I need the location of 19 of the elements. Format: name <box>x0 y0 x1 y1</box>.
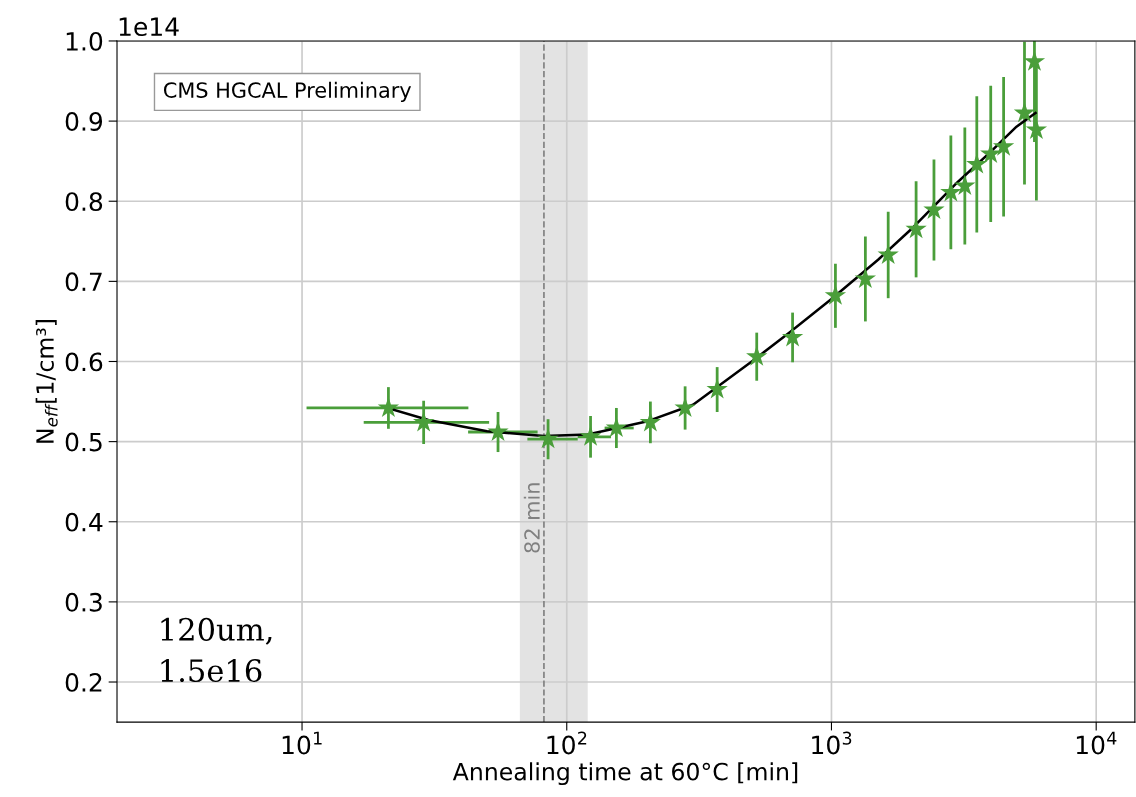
y-tick-label: 0.9 <box>65 112 103 131</box>
y-tick-label: 0.3 <box>65 592 102 612</box>
y-axis-title: N$_{eff}$[1/cm³] <box>35 320 58 443</box>
y-tick-label: 0.5 <box>65 432 102 452</box>
y-tick-label: 0.6 <box>65 352 103 372</box>
x-tick-label: 10$^{3}$ <box>812 731 852 755</box>
x-axis-title: Annealing time at 60°C [min] <box>452 762 798 786</box>
y-tick-label: 0.8 <box>65 192 103 212</box>
annotation: CMS HGCAL Preliminary <box>163 81 412 102</box>
x-tick-label: 10$^{4}$ <box>1076 731 1117 755</box>
text: 1e14 <box>119 17 179 37</box>
annotation: 120um, 1.5e16 <box>161 617 272 683</box>
ref-line-label: 82 min <box>523 483 540 553</box>
y-tick-label: 0.2 <box>65 672 102 692</box>
y-tick-label: 0.7 <box>65 272 102 292</box>
y-tick-label: 1.0 <box>66 31 103 51</box>
y-tick-label: 0.4 <box>65 512 103 532</box>
x-tick-label: 10$^{2}$ <box>547 731 587 755</box>
x-tick-label: 10$^{1}$ <box>282 731 322 755</box>
